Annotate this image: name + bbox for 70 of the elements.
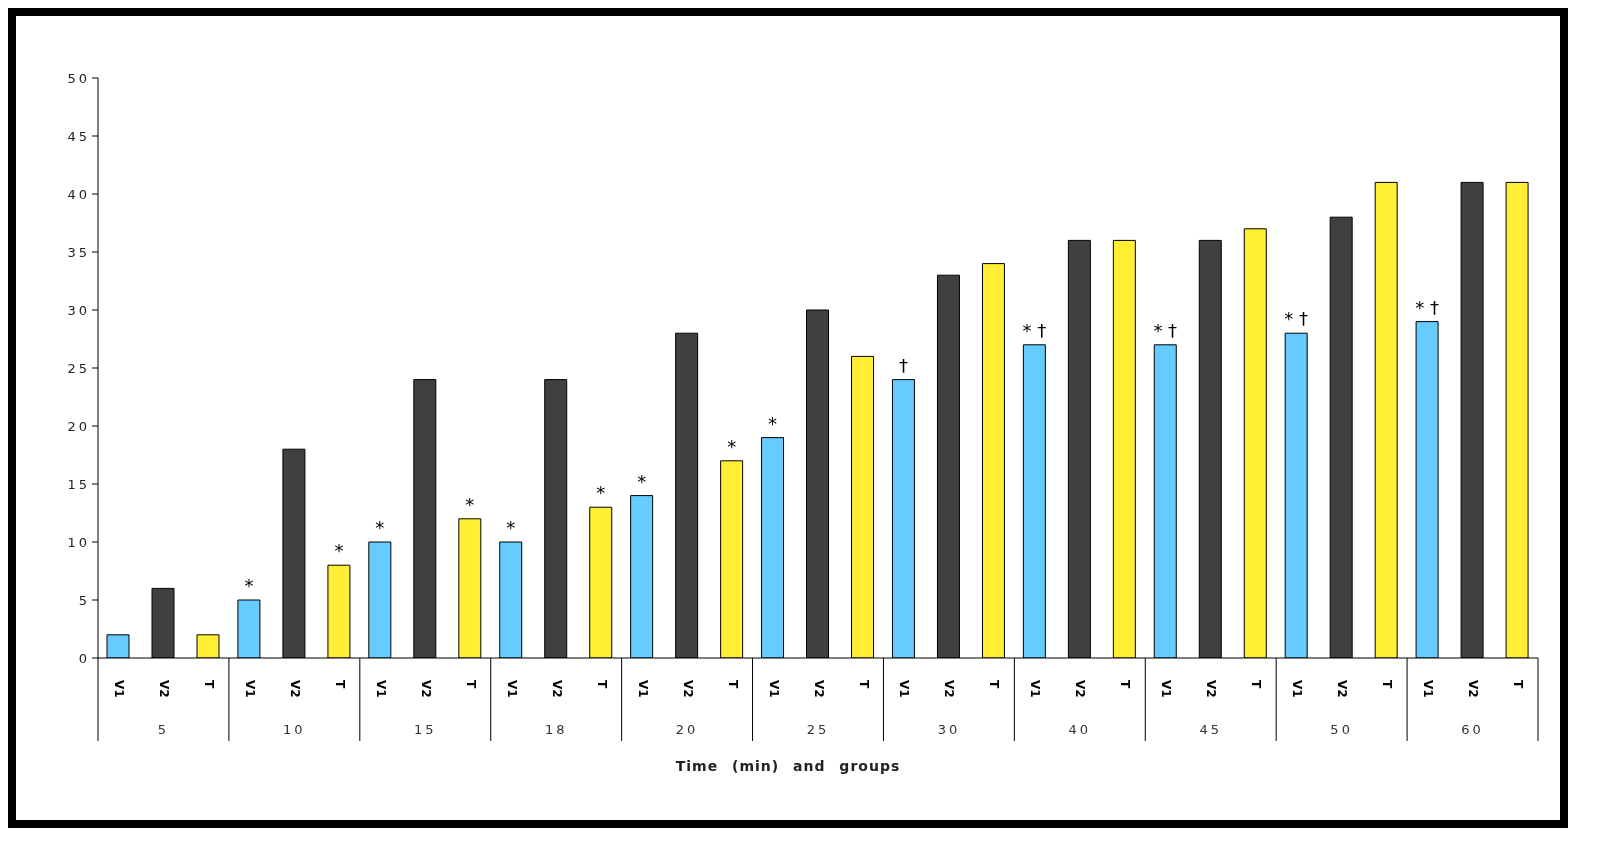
x-tick-label: 25	[806, 722, 830, 737]
text: T	[1118, 680, 1133, 689]
x-tick-label: 40	[1068, 722, 1092, 737]
text: V1	[1290, 680, 1305, 698]
x-tick-label: 10	[283, 722, 306, 737]
text: V2	[287, 680, 302, 698]
text: V2	[811, 680, 826, 698]
y-tick-label: 25	[67, 360, 90, 376]
text: T	[725, 680, 740, 689]
y-tick-label: 40	[67, 186, 90, 202]
x-tick-label: 30	[937, 722, 961, 737]
x-tick-label: 18	[544, 722, 568, 737]
data-label: *	[596, 482, 606, 504]
x-tick-label: 20	[675, 722, 699, 737]
text: V2	[942, 680, 957, 698]
data-label: *	[244, 575, 254, 596]
text: T	[1380, 680, 1395, 689]
y-tick-label: 0	[78, 650, 90, 666]
text: T	[1511, 680, 1526, 689]
x-tick-label: 45	[1199, 722, 1222, 737]
text: T	[201, 680, 216, 689]
text: V1	[504, 680, 519, 698]
text: V1	[242, 680, 257, 698]
text: V2	[1073, 680, 1088, 698]
data-label: †	[898, 354, 908, 376]
y-tick-label: 15	[67, 476, 90, 492]
text: V2	[680, 680, 695, 698]
y-tick-label: 30	[67, 302, 90, 318]
data-label: * †	[1153, 319, 1178, 341]
text: V1	[635, 680, 650, 698]
x-tick-label: 50	[1330, 722, 1353, 737]
data-label: *	[768, 412, 778, 434]
text: V2	[1466, 680, 1481, 698]
y-tick-label: 50	[67, 70, 90, 86]
text: V1	[111, 680, 126, 698]
y-tick-label: 35	[67, 244, 90, 260]
y-tick-label: 45	[67, 128, 90, 144]
text: V2	[549, 680, 564, 698]
data-label: *	[375, 517, 385, 538]
text: T	[1249, 680, 1264, 689]
text: V2	[1335, 680, 1350, 698]
text: T	[856, 680, 871, 689]
data-label: *	[465, 493, 475, 515]
text: V1	[373, 680, 388, 698]
text: V1	[766, 680, 781, 698]
text: V1	[1421, 680, 1436, 698]
x-tick-label: 5	[157, 722, 170, 737]
text: V1	[1028, 680, 1043, 698]
data-label: *	[334, 540, 344, 562]
y-tick-label: 5	[78, 592, 90, 608]
text: T	[463, 680, 478, 689]
text: T	[987, 680, 1002, 689]
x-tick-label: 15	[414, 722, 437, 737]
y-tick-label: 20	[67, 418, 90, 434]
text: V1	[897, 680, 912, 698]
data-label: *	[506, 517, 516, 538]
data-label: *	[637, 470, 647, 492]
data-label: * †	[1022, 319, 1047, 341]
data-label: * †	[1415, 296, 1439, 318]
text: V1	[1159, 680, 1174, 698]
x-tick-label: 60	[1461, 722, 1484, 737]
x-axis-title: Time (min) and groups	[674, 758, 902, 774]
data-label: *	[727, 435, 737, 457]
text: V2	[418, 680, 433, 698]
data-label: * †	[1284, 308, 1309, 330]
text: T	[594, 680, 609, 689]
text: V2	[156, 680, 171, 698]
y-tick-label: 10	[67, 534, 90, 550]
text: V2	[1204, 680, 1219, 698]
text: T	[332, 680, 347, 689]
